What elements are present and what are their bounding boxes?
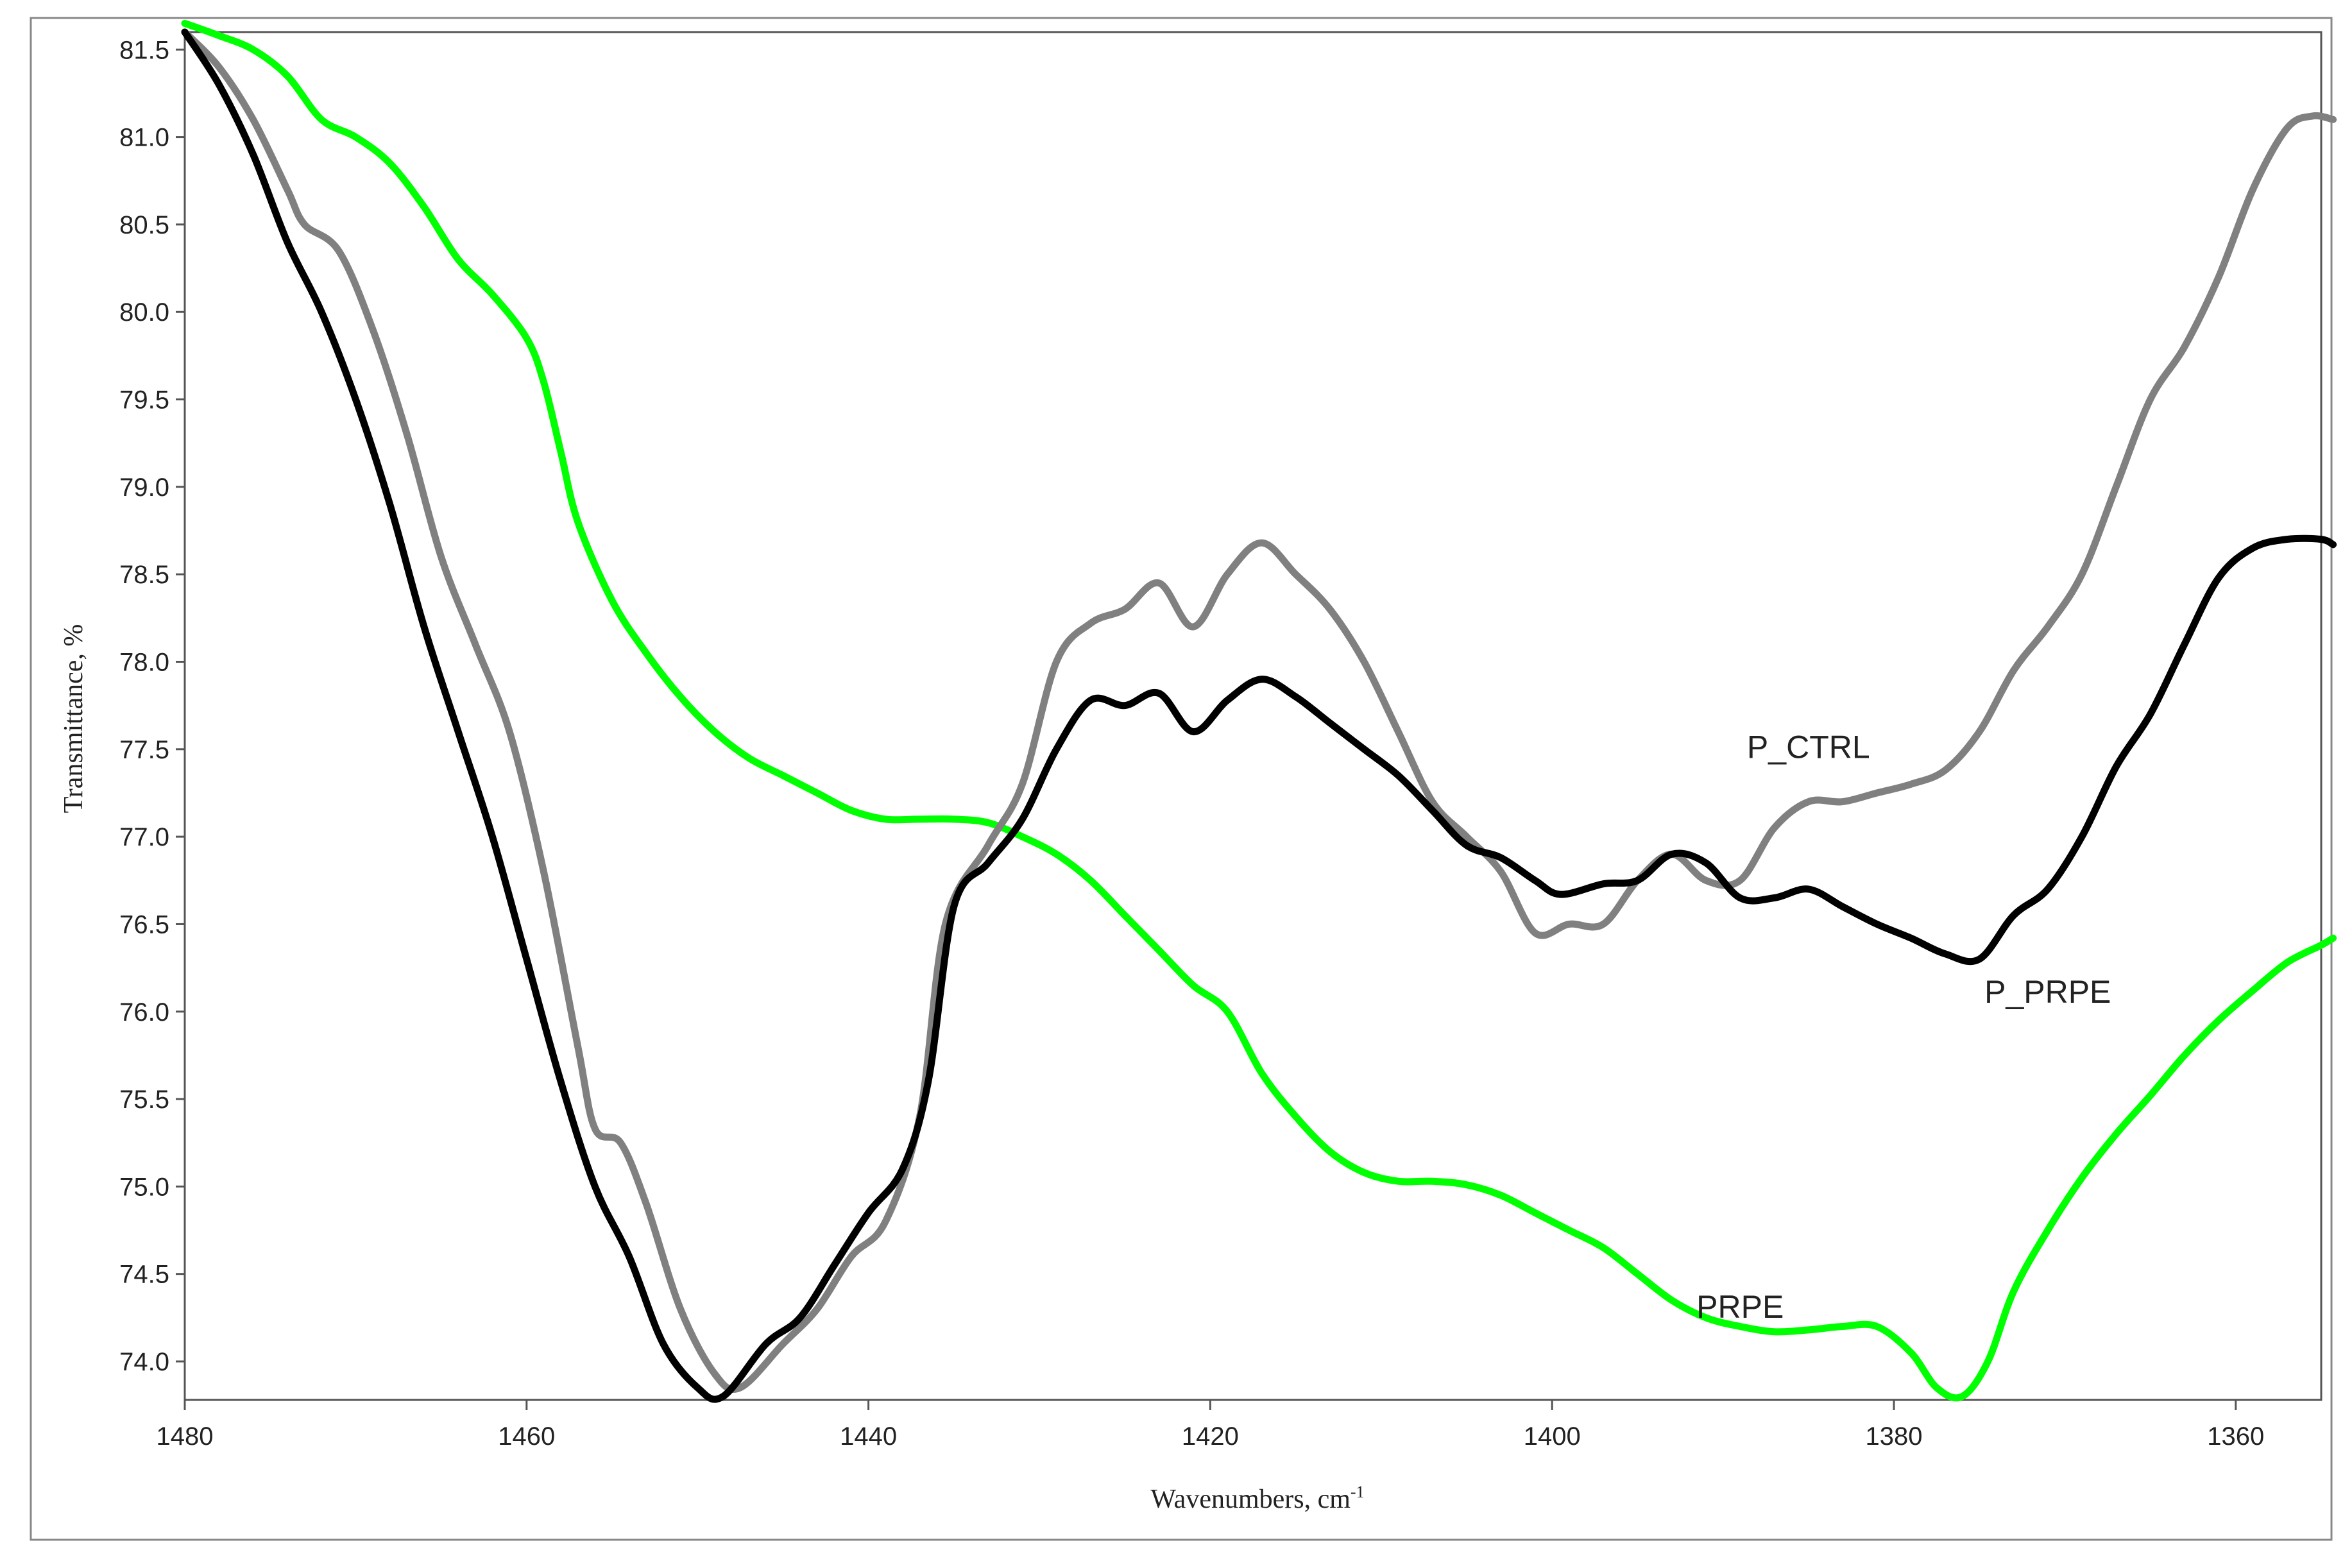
x-tick-label: 1440 [840, 1422, 897, 1451]
y-tick-label: 80.5 [119, 211, 169, 239]
y-tick-label: 76.0 [119, 998, 169, 1027]
series-label-p-prpe: P_PRPE [1984, 974, 2111, 1010]
series-line-p-ctrl [181, 28, 2337, 1393]
series-labels: P_CTRL P_PRPE PRPE [1696, 729, 2111, 1324]
plot-area [183, 31, 2322, 1401]
series-line-prpe [181, 19, 2337, 1402]
y-tick-label: 81.5 [119, 36, 169, 64]
y-tick-label: 79.0 [119, 473, 169, 502]
y-tick-label: 81.0 [119, 124, 169, 152]
y-tick-label: 74.5 [119, 1261, 169, 1289]
x-axis-title: Wavenumbers, cm-1 [1150, 1483, 1364, 1514]
y-tick-label: 77.0 [119, 823, 169, 851]
series-label-p-ctrl: P_CTRL [1747, 729, 1870, 765]
y-tick-label: 75.5 [119, 1086, 169, 1114]
y-tick-label: 78.5 [119, 561, 169, 589]
y-axis-title: Transmittance, % [59, 624, 89, 814]
x-tick-label: 1460 [498, 1422, 555, 1451]
x-axis-title-superscript: -1 [1351, 1483, 1365, 1501]
x-tick-label: 1480 [157, 1422, 214, 1451]
x-tick-label: 1400 [1524, 1422, 1581, 1451]
x-tick-label: 1420 [1182, 1422, 1239, 1451]
series-line-p-prpe [181, 28, 2337, 1403]
x-tick-label: 1360 [2207, 1422, 2264, 1451]
y-tick-label: 76.5 [119, 910, 169, 939]
x-axis-title-text: Wavenumbers, cm [1150, 1485, 1351, 1514]
plot-frame [183, 31, 2322, 1401]
y-tick-label: 79.5 [119, 386, 169, 414]
series-label-prpe: PRPE [1696, 1289, 1784, 1325]
y-tick-label: 75.0 [119, 1173, 169, 1201]
y-axis-ticks: 74.0 74.5 75.0 75.5 76.0 76.5 77.0 77.5 78.0 78.5… [119, 36, 185, 1376]
y-tick-label: 74.0 [119, 1348, 169, 1376]
y-tick-label: 80.0 [119, 298, 169, 327]
x-axis-ticks: 1480 1460 1440 1420 1400 1380 1360 [157, 1400, 2264, 1451]
y-tick-label: 78.0 [119, 648, 169, 676]
y-tick-label: 77.5 [119, 736, 169, 764]
x-tick-label: 1380 [1866, 1422, 1923, 1451]
series-layer [181, 19, 2337, 1403]
